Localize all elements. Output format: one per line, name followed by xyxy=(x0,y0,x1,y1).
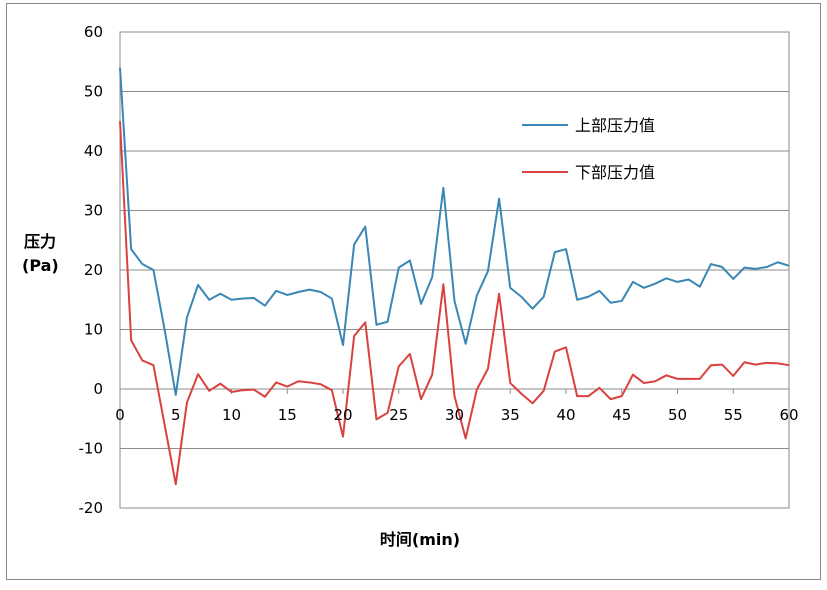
y-tick-label: 0 xyxy=(93,380,103,398)
x-tick-label: 0 xyxy=(115,406,125,424)
x-axis-title: 时间(min) xyxy=(380,530,460,549)
legend-label-lower: 下部压力值 xyxy=(575,163,655,182)
x-tick-label: 25 xyxy=(389,406,408,424)
tick-labels: -20 -10 0 10 20 30 40 50 60 0 5 10 15 20 25 30 35 40 45 50 5… xyxy=(79,23,799,517)
x-tick-label: 10 xyxy=(222,406,241,424)
x-tick-label: 30 xyxy=(445,406,464,424)
legend-label-upper: 上部压力值 xyxy=(575,116,655,135)
x-tick-label: 50 xyxy=(668,406,687,424)
y-tick-label: -20 xyxy=(79,499,104,517)
y-tick-label: 40 xyxy=(84,142,103,160)
y-tick-label: 30 xyxy=(84,202,103,220)
y-axis-unit: (Pa) xyxy=(22,256,59,275)
series-line-1 xyxy=(119,121,790,486)
y-tick-label: -10 xyxy=(79,440,104,458)
x-tick-label: 35 xyxy=(501,406,520,424)
x-tick-label: 15 xyxy=(278,406,297,424)
x-tick-label: 20 xyxy=(333,406,352,424)
series-lines xyxy=(119,67,790,486)
y-tick-label: 10 xyxy=(84,321,103,339)
y-tick-label: 50 xyxy=(84,83,103,101)
legend: 上部压力值 下部压力值 xyxy=(522,116,655,182)
x-tick-label: 45 xyxy=(612,406,631,424)
chart-border xyxy=(6,3,821,580)
x-tick-label: 5 xyxy=(171,406,181,424)
y-tick-label: 20 xyxy=(84,261,103,279)
y-tick-label: 60 xyxy=(84,23,103,41)
x-tick-label: 60 xyxy=(779,406,798,424)
x-tick-label: 55 xyxy=(724,406,743,424)
gridlines xyxy=(120,31,789,509)
y-axis-title: 压力 xyxy=(24,232,56,251)
x-tick-label: 40 xyxy=(556,406,575,424)
series-line-0 xyxy=(119,67,790,396)
